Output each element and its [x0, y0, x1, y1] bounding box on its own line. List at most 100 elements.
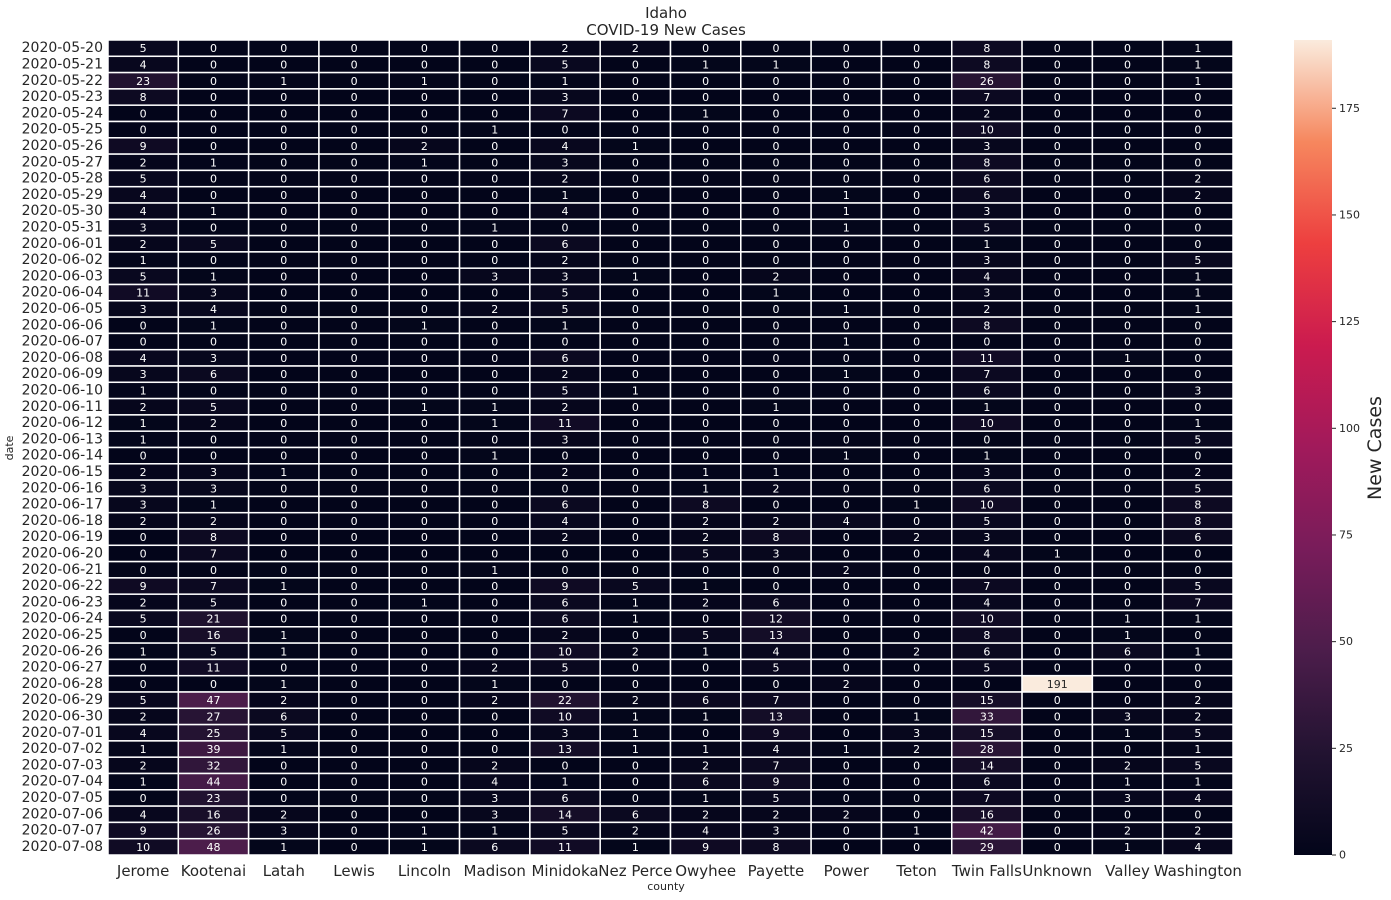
cell-value-label: 1: [280, 75, 287, 88]
cell-value-label: 0: [351, 482, 358, 495]
cell-value-label: 0: [421, 303, 428, 316]
cell-value-label: 0: [632, 450, 639, 463]
cell-value-label: 0: [843, 401, 850, 414]
cell-value-label: 0: [351, 678, 358, 691]
y-tick-label: 2020-05-22: [22, 73, 103, 89]
cell-value-label: 2: [562, 42, 569, 55]
cell-value-label: 7: [210, 547, 217, 560]
cell-value-label: 2: [491, 662, 498, 675]
cell-value-label: 0: [280, 433, 287, 446]
cell-value-label: 0: [351, 515, 358, 528]
x-axis-label: county: [647, 880, 685, 893]
cell-value-label: 0: [913, 433, 920, 446]
cell-value-label: 0: [1124, 515, 1131, 528]
cell-value-label: 4: [1194, 792, 1201, 805]
cell-value-label: 10: [558, 645, 572, 658]
cell-value-label: 6: [1124, 645, 1131, 658]
cell-value-label: 0: [351, 743, 358, 756]
cell-value-label: 0: [702, 270, 709, 283]
cell-value-label: 1: [562, 189, 569, 202]
cell-value-label: 2: [1194, 189, 1201, 202]
cell-value-label: 0: [843, 156, 850, 169]
cell-value-label: 0: [983, 336, 990, 349]
cell-value-label: 2: [421, 140, 428, 153]
cell-value-label: 16: [206, 808, 220, 821]
cell-value-label: 2: [280, 694, 287, 707]
cell-value-label: 0: [843, 42, 850, 55]
cell-value-label: 0: [491, 466, 498, 479]
cell-value-label: 9: [772, 727, 779, 740]
cell-value-label: 0: [632, 417, 639, 430]
cell-value-label: 6: [280, 710, 287, 723]
cell-value-label: 0: [562, 482, 569, 495]
cell-value-label: 0: [140, 124, 147, 137]
cell-value-label: 0: [632, 205, 639, 218]
cell-value-label: 0: [913, 107, 920, 120]
cell-value-label: 0: [562, 221, 569, 234]
y-tick-label: 2020-06-29: [22, 692, 103, 708]
cell-value-label: 0: [1194, 124, 1201, 137]
cell-value-label: 0: [843, 825, 850, 838]
cell-value-label: 3: [140, 221, 147, 234]
cell-value-label: 0: [1124, 303, 1131, 316]
cell-value-label: 0: [351, 303, 358, 316]
cell-value-label: 0: [280, 759, 287, 772]
cell-value-label: 3: [983, 531, 990, 544]
cell-value-label: 0: [843, 107, 850, 120]
cell-value-label: 1: [632, 270, 639, 283]
cell-value-label: 0: [772, 107, 779, 120]
cell-value-label: 0: [1124, 401, 1131, 414]
cell-value-label: 0: [1054, 629, 1061, 642]
cell-value-label: 8: [210, 531, 217, 544]
cell-value-label: 11: [558, 841, 572, 854]
cell-value-label: 3: [491, 270, 498, 283]
cell-value-label: 0: [843, 792, 850, 805]
cell-value-label: 6: [983, 482, 990, 495]
cell-value-label: 191: [1047, 678, 1068, 691]
cell-value-label: 0: [280, 58, 287, 71]
cell-value-label: 0: [280, 238, 287, 251]
cell-value-label: 0: [421, 808, 428, 821]
cell-value-label: 0: [1054, 156, 1061, 169]
cell-value-label: 0: [702, 303, 709, 316]
cell-value-label: 0: [1194, 238, 1201, 251]
cell-value-label: 0: [491, 352, 498, 365]
cell-value-label: 0: [351, 91, 358, 104]
cell-value-label: 5: [210, 596, 217, 609]
cell-value-label: 0: [632, 401, 639, 414]
cell-value-label: 0: [843, 466, 850, 479]
cell-value-label: 4: [843, 515, 850, 528]
cell-value-label: 0: [562, 759, 569, 772]
cell-value-label: 1: [843, 303, 850, 316]
cell-value-label: 0: [1054, 75, 1061, 88]
cell-value-label: 5: [983, 662, 990, 675]
cell-value-label: 0: [913, 841, 920, 854]
heatmap-cell: [1161, 837, 1234, 856]
cell-value-label: 0: [280, 287, 287, 300]
cell-value-label: 0: [913, 580, 920, 593]
cell-value-label: 0: [913, 368, 920, 381]
cell-value-label: 12: [769, 613, 783, 626]
cell-value-label: 5: [140, 270, 147, 283]
cell-value-label: 1: [140, 776, 147, 789]
cell-value-label: 0: [1054, 613, 1061, 626]
y-tick-label: 2020-06-07: [22, 334, 103, 350]
cell-value-label: 0: [421, 499, 428, 512]
cell-value-label: 0: [421, 759, 428, 772]
y-tick-label: 2020-07-08: [22, 839, 103, 855]
y-tick-label: 2020-06-12: [22, 415, 103, 431]
cell-value-label: 0: [280, 221, 287, 234]
cell-value-label: 6: [702, 694, 709, 707]
cell-value-label: 0: [491, 205, 498, 218]
cell-value-label: 15: [980, 727, 994, 740]
cell-value-label: 39: [206, 743, 220, 756]
cell-value-label: 0: [913, 808, 920, 821]
y-tick-label: 2020-05-21: [22, 56, 103, 72]
cell-value-label: 0: [1194, 450, 1201, 463]
x-tick-label: Madison: [464, 862, 526, 880]
cell-value-label: 0: [351, 189, 358, 202]
cell-value-label: 0: [491, 580, 498, 593]
cell-value-label: 0: [772, 352, 779, 365]
cell-value-label: 0: [491, 254, 498, 267]
cell-value-label: 0: [562, 678, 569, 691]
